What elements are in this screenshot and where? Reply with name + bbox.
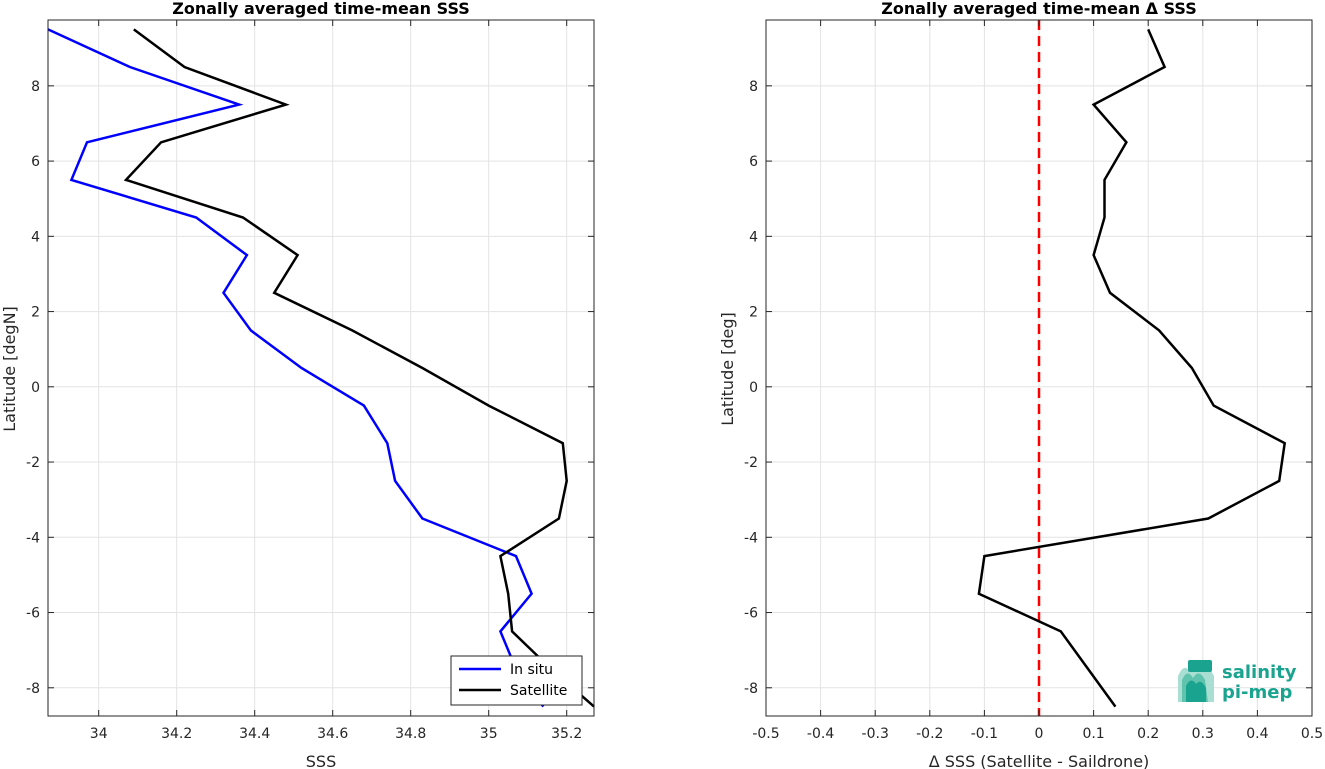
right-y-tick-label: 2 — [749, 305, 758, 321]
right-x-tick-label: -0.1 — [971, 726, 998, 742]
right-x-tick-label: -0.4 — [807, 726, 834, 742]
left-series-group — [47, 28, 595, 708]
right-y-axis-label: Latitude [deg] — [718, 312, 737, 426]
left-x-tick-label: 35.2 — [551, 726, 582, 742]
left-y-tick-label: 6 — [31, 154, 40, 170]
left-y-tick-label: -6 — [26, 606, 40, 622]
left-series-line-satellite — [123, 28, 595, 708]
right-x-tick-label: 0.4 — [1246, 726, 1268, 742]
right-x-tick-label: 0.2 — [1137, 726, 1159, 742]
left-panel: 34 34.2 34.4 34.6 34.8 35 35.2 -8 -6 -4 -2 0 2 4 6 8 Zo… — [0, 0, 595, 769]
left-chart-title: Zonally averaged time-mean SSS — [172, 0, 470, 18]
right-y-tick-label: 4 — [749, 229, 758, 245]
left-y-axis-label: Latitude [degN] — [0, 306, 19, 432]
left-grid — [48, 20, 594, 716]
left-x-tick-label: 35 — [480, 726, 498, 742]
right-x-tick-label: -0.2 — [916, 726, 943, 742]
right-series-line-delta-sss — [977, 28, 1287, 708]
right-y-tick-label: -6 — [744, 606, 758, 622]
left-ticks: 34 34.2 34.4 34.6 34.8 35 35.2 -8 -6 -4 -2 0 2 4 6 8 — [26, 20, 594, 742]
legend-label-satellite: Satellite — [510, 683, 567, 699]
logo-text-salinity: salinity — [1222, 662, 1297, 683]
left-series-line-in-situ — [47, 28, 545, 708]
legend: In situ Satellite — [450, 655, 583, 706]
left-axes-box — [47, 19, 595, 717]
left-x-tick-label: 34.4 — [239, 726, 270, 742]
right-y-tick-label: -2 — [744, 455, 758, 471]
left-y-tick-label: -8 — [26, 681, 40, 697]
right-x-tick-label: 0.5 — [1301, 726, 1323, 742]
left-x-tick-label: 34.8 — [395, 726, 426, 742]
left-x-tick-label: 34.2 — [161, 726, 192, 742]
left-y-tick-label: 8 — [31, 79, 40, 95]
right-panel: -0.5 -0.4 -0.3 -0.2 -0.1 0 0.1 0.2 0.3 0.4 0.5 -8 -6… — [718, 0, 1323, 769]
left-y-tick-label: 2 — [31, 305, 40, 321]
left-y-tick-label: -4 — [26, 530, 40, 546]
right-x-tick-label: 0 — [1035, 726, 1044, 742]
left-x-tick-label: 34.6 — [317, 726, 348, 742]
left-y-tick-label: 4 — [31, 229, 40, 245]
left-x-axis-label: SSS — [306, 752, 336, 769]
right-ticks: -0.5 -0.4 -0.3 -0.2 -0.1 0 0.1 0.2 0.3 0.4 0.5 -8 -6… — [744, 20, 1323, 742]
logo-text-pi-mep: pi-mep — [1222, 682, 1292, 703]
right-x-tick-label: 0.3 — [1192, 726, 1214, 742]
right-series-group — [977, 28, 1287, 708]
right-y-tick-label: -8 — [744, 681, 758, 697]
right-y-tick-label: 0 — [749, 380, 758, 396]
salinity-pi-mep-logo: salinity pi-mep — [1178, 660, 1297, 703]
right-x-tick-label: 0.1 — [1082, 726, 1104, 742]
right-x-tick-label: -0.5 — [752, 726, 779, 742]
right-y-tick-label: -4 — [744, 530, 758, 546]
left-plot-area — [48, 20, 594, 716]
legend-label-in-situ: In situ — [510, 662, 553, 678]
left-y-tick-label: -2 — [26, 455, 40, 471]
logo-wave-icon — [1178, 660, 1214, 702]
right-y-tick-label: 8 — [749, 79, 758, 95]
right-x-tick-label: -0.3 — [862, 726, 889, 742]
legend-box — [450, 655, 583, 706]
right-chart-title: Zonally averaged time-mean Δ SSS — [881, 0, 1197, 18]
left-y-tick-label: 0 — [31, 380, 40, 396]
right-y-tick-label: 6 — [749, 154, 758, 170]
left-x-tick-label: 34 — [90, 726, 108, 742]
right-x-axis-label: Δ SSS (Satellite - Saildrone) — [929, 752, 1150, 769]
